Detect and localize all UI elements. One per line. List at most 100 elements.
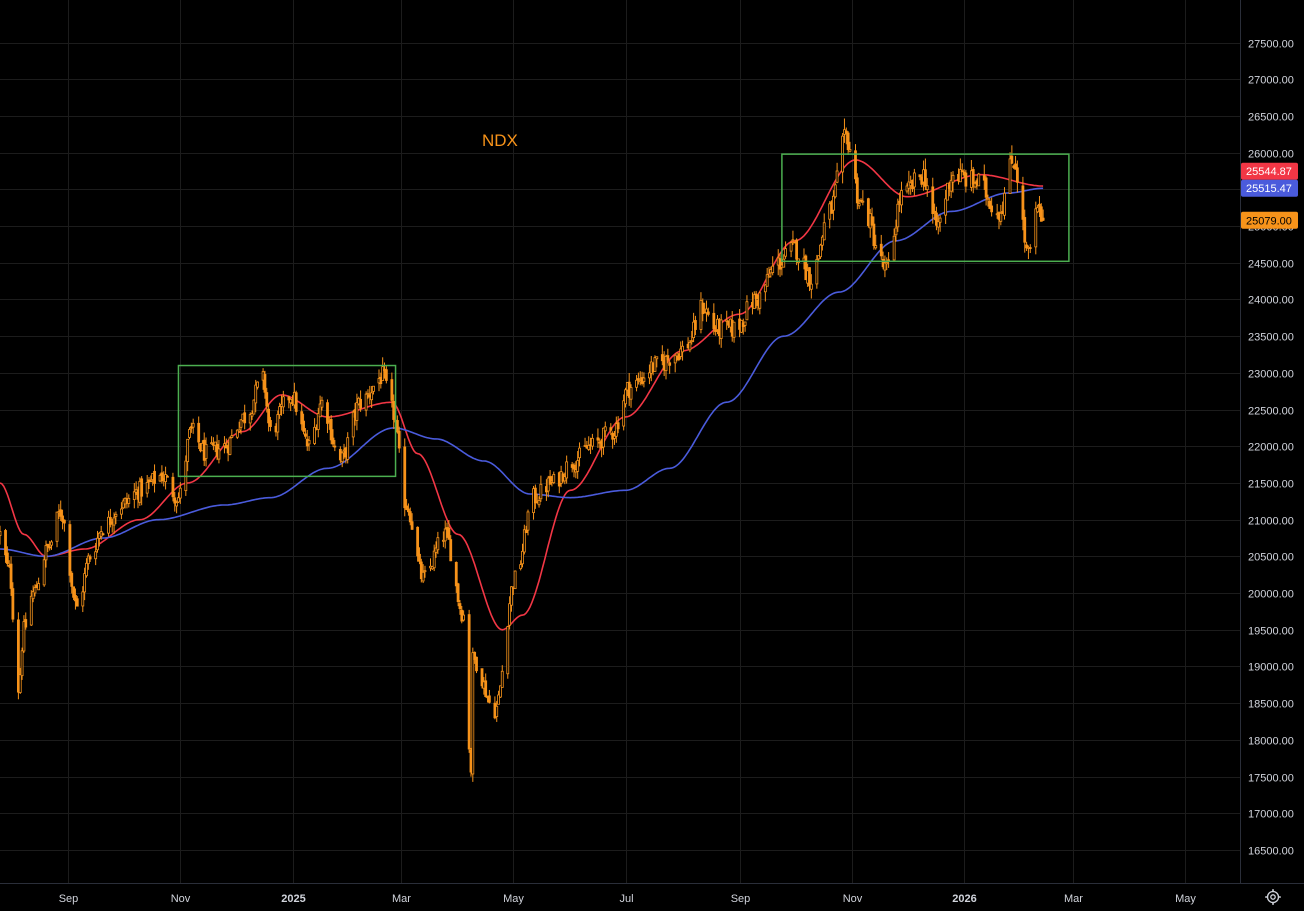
candle-body xyxy=(758,292,762,309)
candle-body xyxy=(31,591,35,600)
candle-body xyxy=(622,400,626,427)
candle-body xyxy=(587,445,591,450)
y-tick-label: 21500.00 xyxy=(1248,479,1294,491)
candle-body xyxy=(874,245,878,249)
ma-blue-price-tag-text: 25515.47 xyxy=(1246,183,1292,195)
candle-body xyxy=(355,402,359,421)
candle-body xyxy=(951,174,955,183)
candle-body xyxy=(719,319,723,339)
candle-body xyxy=(471,652,475,775)
candle-body xyxy=(59,509,63,517)
candle-body xyxy=(487,695,491,703)
candle-body xyxy=(660,354,664,362)
candle-body xyxy=(421,571,425,582)
gear-icon xyxy=(1265,889,1281,905)
candle-body xyxy=(443,528,447,542)
candle-body xyxy=(795,239,799,260)
y-tick-label: 24000.00 xyxy=(1248,295,1294,307)
candle-body xyxy=(576,460,580,472)
candle-body xyxy=(243,412,247,424)
candle-body xyxy=(50,541,53,546)
candle-body xyxy=(230,435,234,438)
x-tick-label: Sep xyxy=(731,893,751,905)
candle-body xyxy=(114,513,118,517)
candle-body xyxy=(75,598,79,607)
candle-body xyxy=(855,177,859,204)
candle-body xyxy=(313,426,316,444)
candle-body xyxy=(112,517,116,526)
candle-body xyxy=(213,441,217,446)
candle-body xyxy=(706,311,710,315)
y-tick-label: 18500.00 xyxy=(1248,699,1294,711)
candle-body xyxy=(304,433,307,437)
candle-body xyxy=(484,680,488,697)
time-axis[interactable]: Sep Nov 2025 Mar May Jul Sep Nov 2026 Mar May xyxy=(59,893,1197,905)
candle-body xyxy=(767,275,771,278)
candle-body xyxy=(986,197,990,200)
candle-body xyxy=(81,591,85,607)
candle-body xyxy=(964,172,968,187)
candle-body xyxy=(392,400,396,420)
candle-body xyxy=(175,502,179,507)
candle-body xyxy=(900,190,903,206)
candle-body xyxy=(933,210,936,213)
y-tick-label: 26500.00 xyxy=(1248,112,1294,124)
candle-body xyxy=(883,262,887,271)
candle-body xyxy=(938,217,942,223)
candle-body xyxy=(712,312,716,330)
candle-body xyxy=(333,445,337,448)
candle-body xyxy=(407,508,410,513)
x-tick-label: 2026 xyxy=(952,893,976,905)
candle-body xyxy=(771,265,775,274)
candle-body xyxy=(447,527,451,540)
candle-body xyxy=(423,570,427,573)
x-tick-label: May xyxy=(503,893,524,905)
candle-body xyxy=(173,497,177,504)
candle-body xyxy=(596,437,600,441)
candle-body xyxy=(578,447,581,459)
candle-body xyxy=(533,487,537,504)
candle-body xyxy=(572,464,576,470)
y-tick-label: 22500.00 xyxy=(1248,406,1294,418)
candle-body xyxy=(72,586,75,598)
candle-body xyxy=(191,422,195,428)
x-tick-label: Sep xyxy=(59,893,79,905)
candle-body xyxy=(854,150,857,180)
candle-body xyxy=(510,586,513,606)
candle-body xyxy=(120,508,123,515)
candle-body xyxy=(22,621,26,652)
candle-body xyxy=(679,348,683,357)
candle-body xyxy=(765,274,769,287)
candle-body xyxy=(614,423,618,437)
candle-body xyxy=(346,437,350,460)
candle-body xyxy=(9,563,13,589)
y-tick-label: 21000.00 xyxy=(1248,516,1294,528)
candle-body xyxy=(666,355,670,361)
candle-body xyxy=(16,619,20,693)
candle-body xyxy=(699,300,703,330)
settings-button[interactable] xyxy=(1262,886,1284,908)
candle-body xyxy=(462,614,466,621)
candle-body xyxy=(563,476,567,482)
y-tick-label: 17000.00 xyxy=(1248,809,1294,821)
candle-body xyxy=(861,200,865,203)
candle-body xyxy=(475,656,478,672)
candle-body xyxy=(784,248,787,257)
y-tick-label: 27500.00 xyxy=(1248,39,1294,51)
candle-body xyxy=(171,476,175,498)
candle-body xyxy=(252,399,256,415)
candle-body xyxy=(24,619,28,628)
candle-body xyxy=(408,511,412,523)
candle-body xyxy=(879,243,883,257)
candle-body xyxy=(267,408,271,424)
candle-body xyxy=(107,516,110,534)
candle-body xyxy=(239,419,243,428)
candle-body xyxy=(390,379,394,401)
candle-body xyxy=(160,472,164,482)
candle-body xyxy=(870,216,874,226)
range-box[interactable] xyxy=(177,364,397,478)
candle-body xyxy=(754,293,758,300)
candle-body xyxy=(480,668,484,687)
range-box[interactable] xyxy=(781,153,1070,263)
